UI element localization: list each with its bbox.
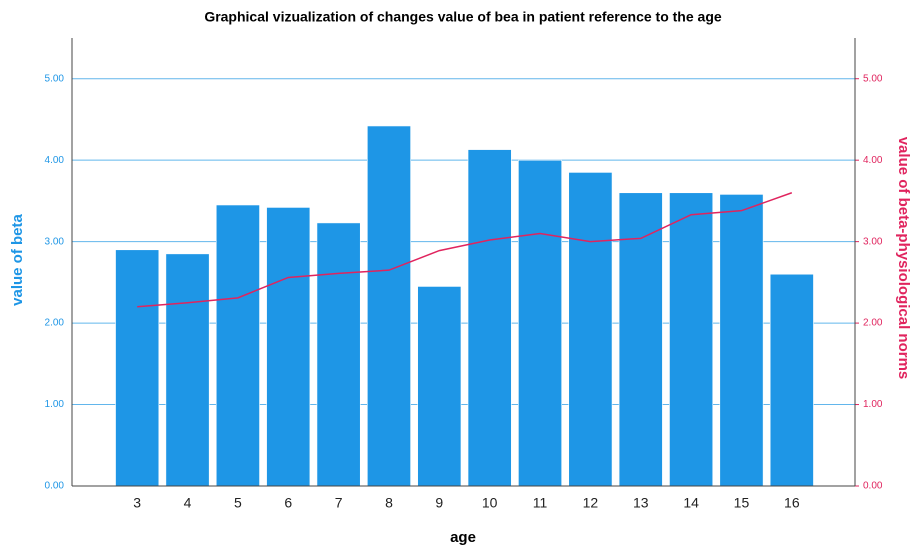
bar — [165, 253, 210, 487]
x-tick-label: 16 — [784, 495, 800, 511]
bar — [215, 204, 260, 487]
y-tick-label: 4.00 — [45, 155, 65, 166]
bar — [316, 222, 361, 487]
bar — [568, 172, 613, 487]
y2-tick-label: 2.00 — [863, 318, 883, 329]
bar — [115, 249, 160, 487]
x-tick-label: 8 — [385, 495, 393, 511]
bar — [618, 192, 663, 487]
y2-tick-label: 1.00 — [863, 399, 883, 410]
x-tick-label: 4 — [184, 495, 192, 511]
x-tick-label: 3 — [133, 495, 141, 511]
bar — [669, 192, 714, 487]
y2-tick-label: 0.00 — [863, 481, 883, 492]
x-tick-label: 6 — [284, 495, 292, 511]
y2-axis-label: value of beta-physiological norms — [895, 137, 912, 380]
x-tick-label: 9 — [435, 495, 443, 511]
bar — [367, 125, 411, 487]
bar — [719, 194, 764, 487]
bar — [417, 286, 462, 487]
x-tick-label: 10 — [482, 495, 498, 511]
y2-tick-label: 5.00 — [863, 73, 883, 84]
x-tick-label: 7 — [335, 495, 343, 511]
x-tick-label: 14 — [683, 495, 699, 511]
y-tick-label: 3.00 — [45, 236, 65, 247]
bar — [518, 159, 562, 487]
x-axis-label: age — [450, 529, 476, 546]
y2-tick-label: 3.00 — [863, 236, 883, 247]
bar — [467, 149, 512, 487]
line-series — [137, 192, 793, 308]
y2-tick-label: 4.00 — [863, 155, 883, 166]
x-tick-label: 15 — [734, 495, 750, 511]
x-tick-label: 11 — [533, 495, 548, 511]
x-tick-label: 12 — [583, 495, 599, 511]
y-tick-label: 0.00 — [45, 481, 65, 492]
chart-title: Graphical vizualization of changes value… — [204, 9, 722, 25]
y-axis-label: value of beta — [9, 214, 26, 306]
x-tick-label: 5 — [234, 495, 242, 511]
y-tick-label: 5.00 — [45, 73, 65, 84]
y-tick-label: 2.00 — [45, 318, 65, 329]
bar — [266, 207, 311, 487]
x-tick-label: 13 — [633, 495, 649, 511]
bar — [769, 273, 814, 487]
y-tick-label: 1.00 — [45, 399, 65, 410]
